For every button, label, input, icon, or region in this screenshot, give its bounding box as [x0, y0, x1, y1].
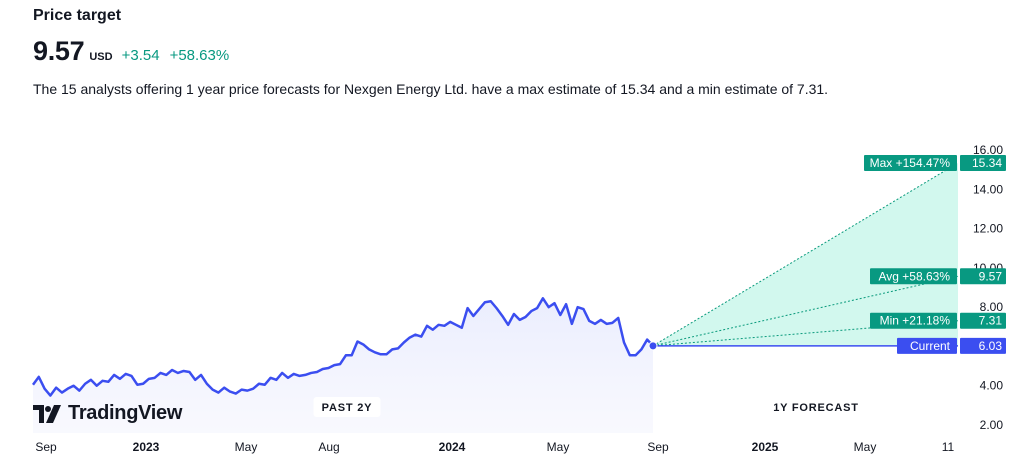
forecast-min-line [652, 320, 959, 347]
forecast-period-label[interactable]: 1Y FORECAST [768, 397, 864, 417]
current-price-point [648, 341, 658, 351]
x-tick-label: May [235, 440, 258, 454]
x-tick-label: Aug [318, 440, 339, 454]
y-tick-label: 14.00 [973, 182, 1003, 196]
forecast-min-badge: Min +21.18% 7.31 [870, 312, 1006, 329]
tradingview-logo: TradingView [33, 402, 182, 425]
tradingview-logo-icon [33, 404, 61, 423]
y-tick-label: 4.00 [980, 379, 1004, 393]
forecast-max-label: Max +154.47% [870, 156, 951, 170]
logo-text: TradingView [68, 402, 183, 424]
forecast-avg-line [652, 275, 959, 347]
forecast-description: The 15 analysts offering 1 year price fo… [33, 81, 829, 97]
forecast-max-line [652, 162, 959, 347]
forecast-avg-value: 9.57 [979, 269, 1003, 283]
y-tick-label: 16.00 [973, 143, 1003, 157]
price-series-line [31, 297, 654, 397]
page-title: Price target [33, 7, 122, 24]
y-tick-label: 8.00 [980, 300, 1004, 314]
svg-text:PAST 2Y: PAST 2Y [322, 402, 373, 414]
y-tick-label: 2.00 [980, 418, 1004, 432]
price-row: 9.57 USD +3.54 +58.63% [33, 36, 229, 67]
past-area [33, 298, 653, 433]
forecast-current-value: 6.03 [979, 339, 1003, 353]
x-tick-label: 2024 [439, 440, 466, 454]
change-percent: +58.63% [169, 47, 230, 64]
change-value: +3.54 [121, 47, 160, 64]
forecast-max-badge: Max +154.47% 15.34 [864, 154, 1006, 171]
x-tick-label: 11 [942, 440, 955, 454]
x-tick-label: 2023 [133, 440, 160, 454]
forecast-max-value: 15.34 [972, 156, 1002, 170]
y-tick-label: 12.00 [973, 222, 1003, 236]
x-tick-label: 2025 [752, 440, 779, 454]
x-tick-label: Sep [647, 440, 669, 454]
x-tick-label: May [854, 440, 877, 454]
forecast-current-label: Current [910, 339, 951, 353]
forecast-current-badge: Current 6.03 [897, 337, 1006, 354]
forecast-min-value: 7.31 [979, 314, 1003, 328]
average-price-target: 9.57 [33, 36, 85, 66]
past-period-label[interactable]: PAST 2Y [313, 397, 381, 417]
forecast-avg-label: Avg +58.63% [878, 269, 950, 283]
x-tick-label: Sep [35, 440, 57, 454]
forecast-avg-badge: Avg +58.63% 9.57 [870, 268, 1006, 285]
x-tick-label: May [547, 440, 570, 454]
forecast-min-label: Min +21.18% [880, 314, 951, 328]
currency-label: USD [89, 51, 113, 63]
svg-text:1Y FORECAST: 1Y FORECAST [773, 402, 859, 414]
